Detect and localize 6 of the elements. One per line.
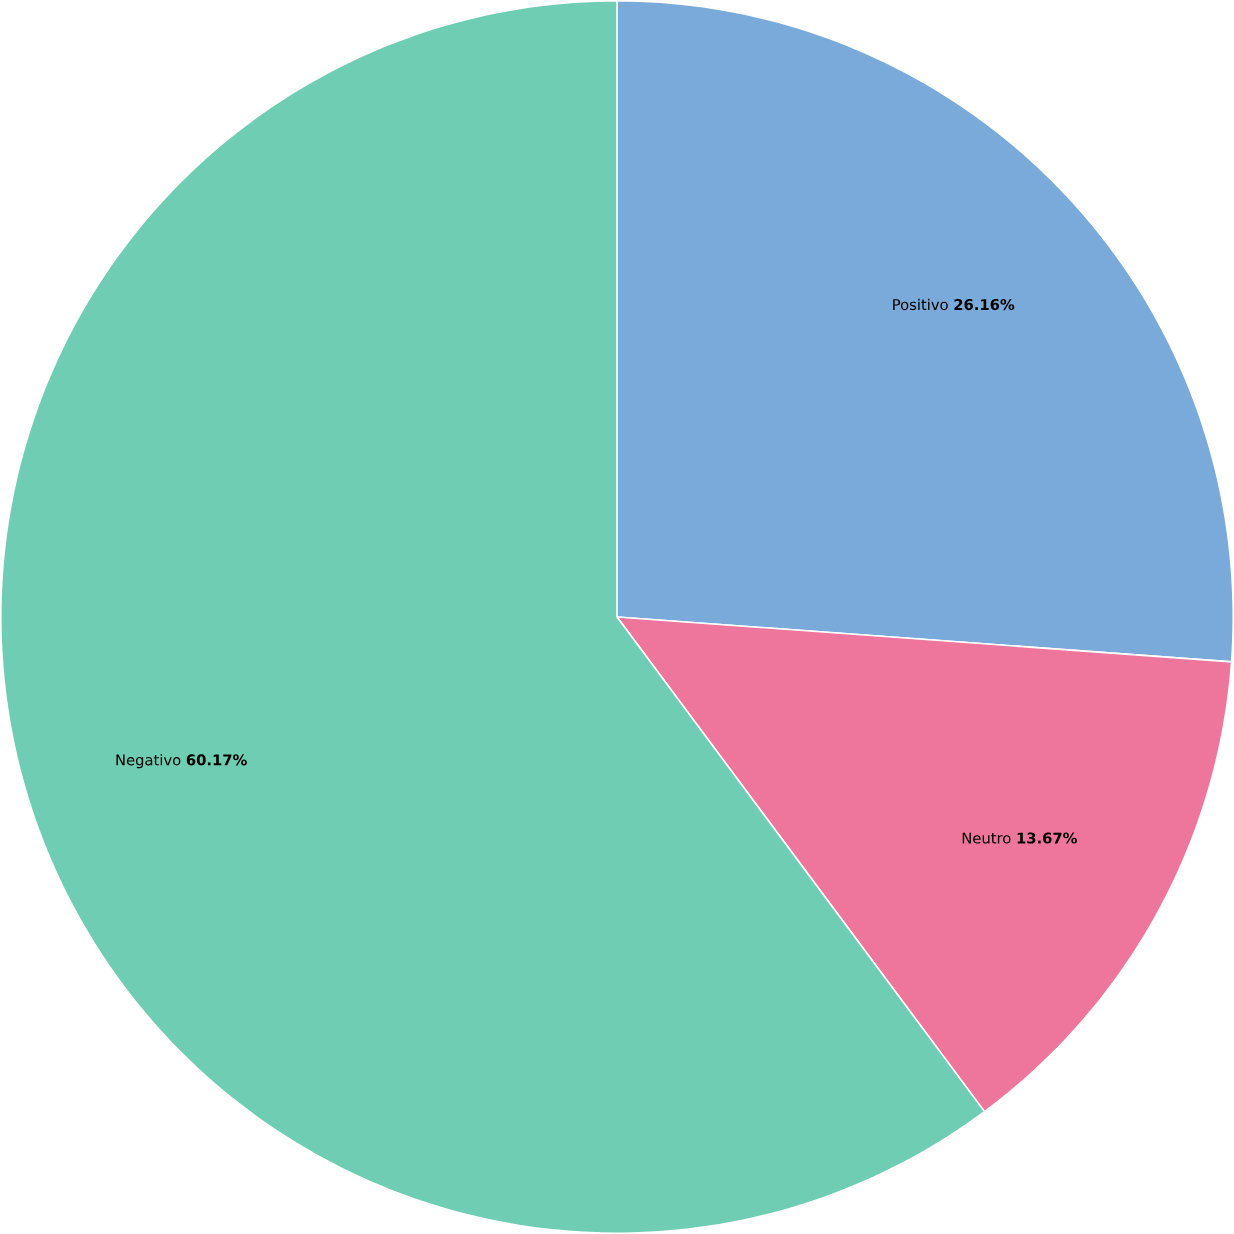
slice-label: Negativo [116,754,181,769]
slice-label: Positivo [893,298,948,311]
data-label: 26.16% [954,298,1015,311]
data-label: 13.67% [1017,832,1078,844]
data-label: 60.17% [186,754,247,766]
slice-label: Neutro [962,832,1011,844]
